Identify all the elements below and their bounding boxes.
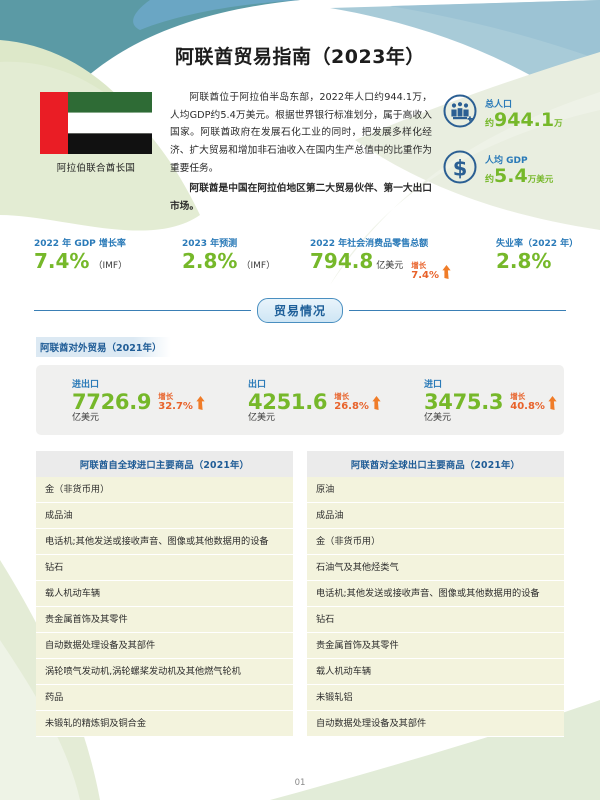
trade-exports-growth: 增长 26.8% [334, 391, 381, 413]
divider-line-right [349, 309, 567, 311]
trade-total-label: 进出口 [72, 379, 100, 390]
kpi-retail-sales: 2022 年社会消费品零售总额 794.8 亿美元 增长 7.4% [310, 236, 496, 282]
commodity-tables: 阿联酋自全球进口主要商品（2021年） 金（非货币用） 成品油 电话机;其他发送… [28, 450, 572, 738]
flag-caption: 阿拉伯联合酋长国 [56, 163, 136, 174]
stat-population-value: 约944.1万 [485, 108, 568, 131]
stat-population-prefix: 约 [485, 118, 495, 129]
population-icon [442, 93, 478, 133]
kpi-retail-growth-label: 增长 [411, 260, 427, 270]
arrow-up-icon [196, 395, 205, 410]
table-row: 成品油 [36, 502, 293, 529]
table-row: 贵金属首饰及其零件 [36, 607, 293, 634]
trade-exports-growth-value: 26.8% [334, 401, 369, 413]
trade-total: 进出口 7726.9 亿美元 增长 32.7% [36, 377, 212, 423]
kpi-retail-growth-value: 7.4% [411, 270, 440, 282]
stat-gdp-unit: 万美元 [527, 174, 554, 185]
table-row: 电话机;其他发送或接收声音、图像或其他数据用的设备 [307, 581, 564, 608]
uae-flag-icon [40, 92, 152, 154]
trade-total-growth-value: 32.7% [158, 401, 193, 413]
trade-total-growth: 增长 32.7% [158, 391, 205, 413]
stat-gdp-prefix: 约 [485, 174, 495, 185]
import-table-header: 阿联酋自全球进口主要商品（2021年） [36, 450, 293, 477]
table-row: 石油气及其他烃类气 [307, 554, 564, 582]
kpi-unemployment-value: 2.8% [496, 248, 552, 273]
table-row: 载人机动车辆 [36, 581, 293, 608]
trade-imports-growth: 增长 40.8% [510, 391, 557, 413]
kpi-2023-forecast: 2023 年预测 2.8% （IMF） [182, 236, 310, 271]
intro-paragraph-2: 阿联酋是中国在阿拉伯地区第二大贸易伙伴、第一大出口市场。 [170, 183, 432, 212]
kpi-2023-forecast-value: 2.8% [182, 248, 238, 273]
dollar-icon: $ [442, 149, 478, 189]
arrow-up-icon [442, 264, 451, 279]
kpi-retail-sales-growth: 增长 7.4% [411, 260, 451, 282]
table-row: 涡轮喷气发动机,涡轮螺桨发动机及其他燃气轮机 [36, 659, 293, 686]
divider-line-left [34, 309, 251, 311]
sub-heading-foreign-trade: 阿联酋对外贸易（2021年） [36, 336, 172, 357]
stat-gdp-value: 约5.4万美元 [485, 164, 568, 187]
table-row: 电话机;其他发送或接收声音、图像或其他数据用的设备 [36, 528, 293, 555]
trade-exports-label: 出口 [248, 379, 267, 390]
trade-imports-growth-value: 40.8% [510, 401, 545, 413]
table-row: 药品 [36, 685, 293, 712]
svg-text:$: $ [453, 157, 468, 181]
kpi-unemployment-label: 失业率（2022 年） [496, 238, 579, 249]
stat-gdp-per-capita: $ 人均 GDP 约5.4万美元 [442, 149, 568, 189]
kpi-gdp-growth-value: 7.4% [34, 248, 90, 273]
kpi-retail-sales-value: 794.8 [310, 248, 374, 273]
kpi-gdp-growth-label: 2022 年 GDP 增长率 [34, 238, 126, 249]
stat-population: 总人口 约944.1万 [442, 93, 568, 133]
page-title: 阿联酋贸易指南（2023年） [175, 46, 425, 68]
import-commodities-table: 阿联酋自全球进口主要商品（2021年） 金（非货币用） 成品油 电话机;其他发送… [36, 450, 293, 738]
trade-exports-growth-label: 增长 [334, 391, 350, 401]
stat-population-unit: 万 [554, 118, 563, 129]
intro-paragraph-1: 阿联酋位于阿拉伯半岛东部，2022年人口约944.1万，人均GDP约5.4万美元… [170, 92, 432, 174]
trade-imports-value: 3475.3 [424, 389, 504, 414]
kpi-retail-sales-unit: 亿美元 [376, 260, 404, 271]
trade-imports-label: 进口 [424, 379, 443, 390]
export-table-header: 阿联酋对全球出口主要商品（2021年） [307, 450, 564, 477]
stat-gdp-number: 5.4 [494, 164, 528, 187]
arrow-up-icon [372, 395, 381, 410]
stat-population-number: 944.1 [494, 108, 555, 131]
table-row: 贵金属首饰及其零件 [307, 633, 564, 660]
trade-imports: 进口 3475.3 亿美元 增长 40.8% [388, 377, 564, 423]
kpi-2023-forecast-label: 2023 年预测 [182, 238, 238, 249]
trade-exports-value: 4251.6 [248, 389, 328, 414]
trade-total-growth-label: 增长 [158, 391, 174, 401]
table-row: 钻石 [307, 607, 564, 634]
export-commodities-table: 阿联酋对全球出口主要商品（2021年） 原油 成品油 金（非货币用） 石油气及其… [307, 450, 564, 738]
kpi-row: 2022 年 GDP 增长率 7.4% （IMF） 2023 年预测 2.8% … [28, 236, 578, 282]
section-chip-trade: 贸易情况 [257, 297, 344, 323]
table-row: 自动数据处理设备及其部件 [307, 711, 564, 738]
kpi-2023-forecast-source: （IMF） [241, 260, 276, 271]
side-stats: 总人口 约944.1万 $ 人均 GDP [436, 89, 568, 205]
page-number: 01 [294, 778, 306, 788]
kpi-retail-sales-label: 2022 年社会消费品零售总额 [310, 238, 429, 249]
table-row: 钻石 [36, 554, 293, 582]
arrow-up-icon [548, 395, 557, 410]
trade-figures-box: 进出口 7726.9 亿美元 增长 32.7% [36, 364, 564, 435]
intro-section: 阿拉伯联合酋长国 阿联酋位于阿拉伯半岛东部，2022年人口约944.1万，人均G… [28, 89, 572, 216]
intro-text: 阿联酋位于阿拉伯半岛东部，2022年人口约944.1万，人均GDP约5.4万美元… [160, 89, 436, 216]
trade-total-value: 7726.9 [72, 389, 152, 414]
trade-exports-unit: 亿美元 [248, 412, 276, 423]
trade-total-unit: 亿美元 [72, 412, 100, 423]
table-row: 自动数据处理设备及其部件 [36, 633, 293, 660]
table-row: 原油 [307, 476, 564, 503]
table-row: 金（非货币用） [307, 528, 564, 555]
table-row: 金（非货币用） [36, 476, 293, 503]
kpi-gdp-growth-source: （IMF） [93, 260, 128, 271]
trade-imports-unit: 亿美元 [424, 412, 452, 423]
kpi-unemployment: 失业率（2022 年） 2.8% [496, 236, 578, 271]
table-row: 成品油 [307, 502, 564, 529]
trade-imports-growth-label: 增长 [510, 391, 526, 401]
trade-exports: 出口 4251.6 亿美元 增长 26.8% [212, 377, 388, 423]
kpi-gdp-growth: 2022 年 GDP 增长率 7.4% （IMF） [34, 236, 182, 271]
table-row: 未锻轧铝 [307, 685, 564, 712]
section-divider: 贸易情况 [28, 297, 572, 323]
table-row: 未锻轧的精炼铜及铜合金 [36, 711, 293, 738]
table-row: 载人机动车辆 [307, 659, 564, 686]
flag-block: 阿拉伯联合酋长国 [32, 89, 160, 174]
